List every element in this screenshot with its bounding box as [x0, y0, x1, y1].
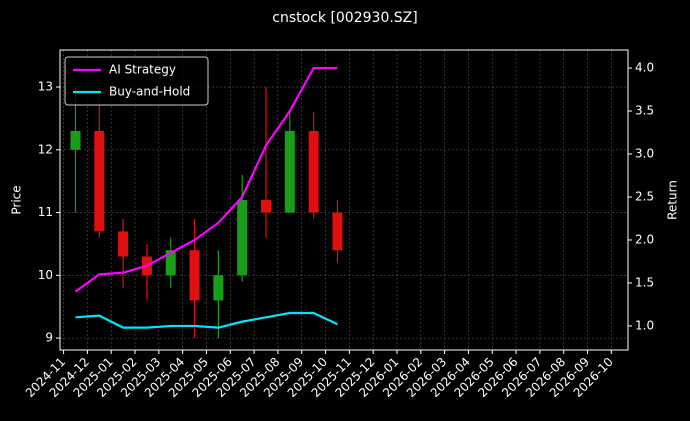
y-tick-label: 11 — [38, 205, 53, 219]
y2-tick-label: 3.0 — [635, 147, 654, 161]
y-tick-label: 13 — [38, 80, 53, 94]
candle-body — [308, 130, 319, 213]
legend-label: Buy-and-Hold — [109, 85, 190, 99]
candle-body — [94, 130, 105, 232]
line-series — [74, 66, 338, 293]
candle-body — [165, 250, 176, 276]
legend: AI Strategy Buy-and-Hold — [64, 56, 209, 106]
y-tick-label: 10 — [38, 268, 53, 282]
y-tick-label: 12 — [38, 142, 53, 156]
y-axis-label: Price — [10, 185, 24, 214]
y2-axis-label: Return — [666, 180, 680, 220]
candle-body — [261, 200, 272, 213]
y2-tick-label: 1.0 — [635, 318, 654, 332]
candle-body — [237, 200, 248, 276]
y2-tick-label: 1.5 — [635, 275, 654, 289]
line-series — [75, 311, 338, 329]
y2-tick-label: 3.5 — [635, 104, 654, 118]
candle-body — [70, 130, 81, 150]
candle-body — [332, 212, 343, 251]
candle-body — [189, 250, 200, 301]
candle-body — [118, 231, 129, 257]
chart-title: cnstock [002930.SZ] — [272, 10, 417, 26]
y2-tick-label: 2.5 — [635, 189, 654, 203]
legend-label: AI Strategy — [109, 63, 176, 77]
candle-body — [213, 275, 224, 301]
y2-tick-label: 4.0 — [635, 61, 654, 75]
y-tick-label: 9 — [45, 331, 53, 345]
plot-frame — [59, 49, 629, 351]
candle-body — [284, 130, 295, 213]
y2-tick-label: 2.0 — [635, 232, 654, 246]
